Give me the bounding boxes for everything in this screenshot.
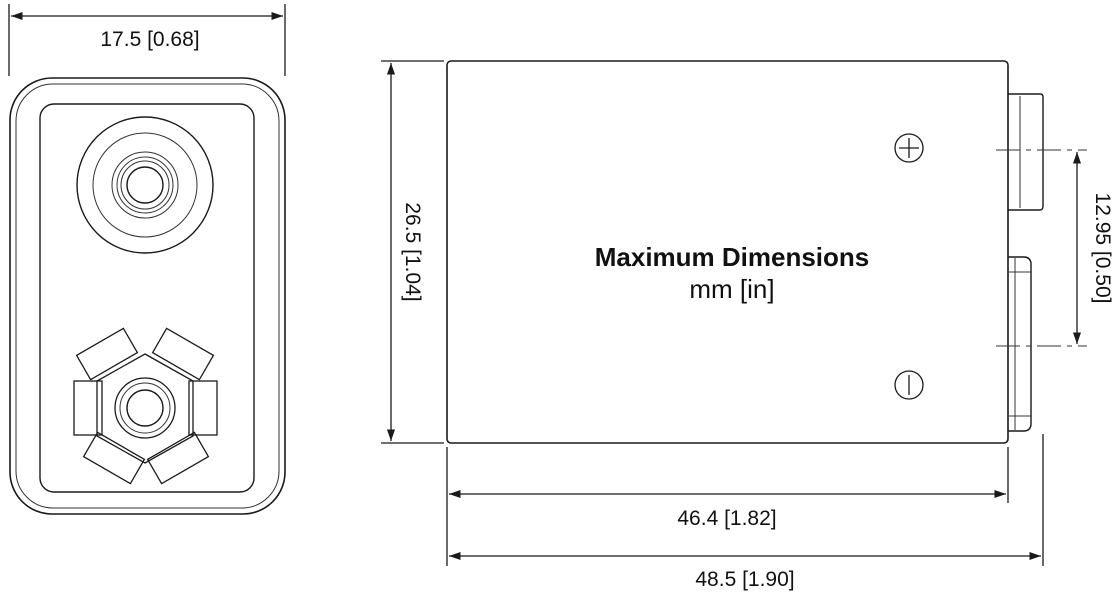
height-dimension: 26.5 [1.04] [381,60,444,444]
end-view: 17.5 [0.68] [8,4,286,515]
negative-terminal-profile [1008,256,1032,432]
snap-petal [82,431,146,485]
terminal-spacing-label: 12.95 [0.50] [1091,193,1114,304]
width-dimension: 17.5 [0.68] [8,4,286,76]
end-view-outer-inner-outline [15,83,280,509]
total-length-label: 48.5 [1.90] [695,568,794,591]
negative-symbol [894,370,924,400]
snap-petal [146,431,210,485]
side-view: Maximum Dimensions mm [in] 26.5 [1.04] 1… [381,60,1114,591]
positive-terminal-profile [1008,93,1044,211]
positive-symbol [894,133,924,163]
snap-petal [73,380,103,436]
positive-snap-terminal [76,116,214,254]
negative-snap-terminal [73,327,218,485]
battery-body [446,60,1009,444]
snap-petal [151,327,215,381]
drawing-units: mm [in] [689,274,774,304]
body-length-dimension: 46.4 [1.82] [446,447,1009,566]
snap-petal [188,380,218,436]
end-view-recess [39,103,255,493]
width-dimension-label: 17.5 [0.68] [100,28,199,51]
snap-petal [75,327,139,381]
body-length-label: 46.4 [1.82] [677,507,776,530]
end-view-outer-outline [9,77,286,515]
drawing-title: Maximum Dimensions [595,242,870,272]
terminal-spacing-dimension: 12.95 [0.50] [996,149,1114,347]
height-dimension-label: 26.5 [1.04] [401,202,424,301]
total-length-dimension: 48.5 [1.90] [449,434,1044,591]
